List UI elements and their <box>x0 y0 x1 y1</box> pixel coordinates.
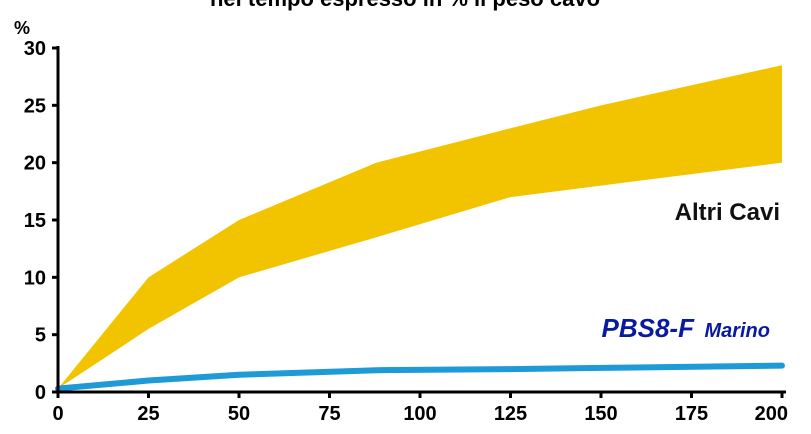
x-tick-label: 200 <box>755 403 788 425</box>
pbs8-f-marino-label: PBS8-F Marino <box>602 313 770 343</box>
band-layer <box>58 65 782 389</box>
chart-title: nel tempo espresso in % il peso cavo <box>210 0 600 11</box>
x-tick-label: 50 <box>228 403 250 425</box>
line-series-pbs8-f-marino <box>55 362 785 392</box>
x-tick-label: 25 <box>137 403 159 425</box>
x-tick-label: 125 <box>494 403 527 425</box>
x-tick-label: 75 <box>318 403 340 425</box>
altri-cavi-label: Altri Cavi <box>675 199 780 226</box>
pbs-label-sub: Marino <box>704 320 770 342</box>
y-tick-label: 25 <box>24 95 46 117</box>
y-tick-label: 30 <box>24 38 46 60</box>
y-tick-label: 10 <box>24 267 46 289</box>
x-tick-label: 175 <box>675 403 708 425</box>
pbs-label-main: PBS8-F <box>602 313 696 343</box>
y-tick-label: 15 <box>24 210 46 232</box>
x-ticks: 0 25 50 75 100 125 150 175 200 <box>52 392 788 425</box>
y-ticks: 0 5 10 15 20 25 30 <box>24 38 58 404</box>
x-tick-label: 0 <box>52 403 63 425</box>
y-tick-label: 0 <box>35 382 46 404</box>
band-series-altri-cavi <box>58 65 782 389</box>
y-tick-label: 20 <box>24 153 46 175</box>
y-axis-unit-label: % <box>14 18 30 38</box>
x-tick-label: 150 <box>584 403 617 425</box>
x-tick-label: 100 <box>403 403 436 425</box>
line-layer <box>55 362 785 392</box>
y-tick-label: 5 <box>35 325 46 347</box>
